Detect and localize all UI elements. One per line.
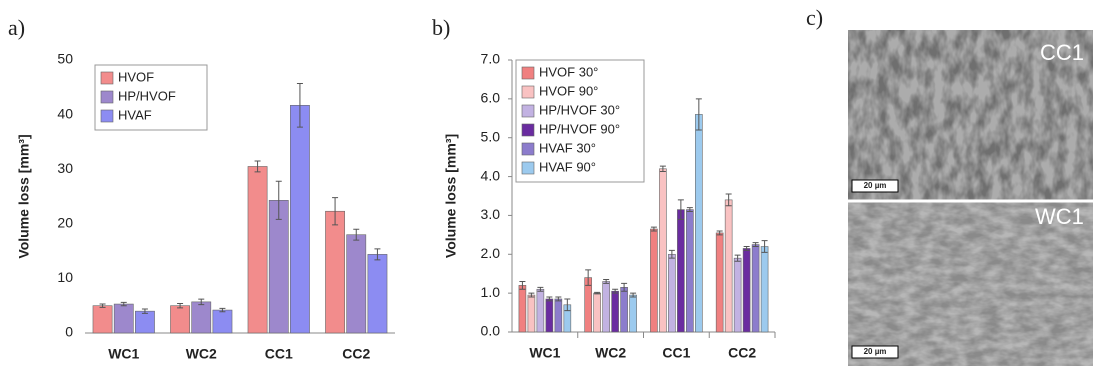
y-tick-label: 40	[57, 105, 73, 121]
legend-swatch	[522, 67, 534, 79]
legend-label: HVAF 90°	[539, 159, 596, 174]
sample-label: CC1	[1040, 40, 1084, 65]
bar	[290, 105, 309, 333]
bar	[368, 254, 387, 333]
legend-label: HVAF 30°	[539, 140, 596, 155]
micrograph: CC1 WC1 20 µm 20 µm c)	[806, 5, 1093, 366]
scale-label: 20 µm	[864, 181, 887, 190]
legend-swatch	[101, 110, 113, 122]
x-tick-label: CC2	[342, 346, 370, 362]
bar	[325, 211, 344, 333]
bar	[93, 306, 112, 333]
bar	[650, 229, 657, 332]
bar	[135, 311, 154, 333]
bar	[761, 247, 768, 332]
y-tick-label: 0.0	[481, 323, 501, 339]
legend-swatch	[522, 124, 534, 136]
x-tick-label: WC2	[186, 346, 217, 362]
scale-label: 20 µm	[864, 347, 887, 356]
bar	[248, 166, 267, 333]
y-tick-label: 3.0	[481, 206, 501, 222]
x-tick-label: WC1	[108, 346, 139, 362]
bar	[519, 285, 526, 332]
bar	[621, 287, 628, 332]
bar	[686, 210, 693, 332]
legend-swatch	[101, 72, 113, 84]
legend-label: HVOF 90°	[539, 83, 598, 98]
panel-label: c)	[806, 5, 823, 30]
bar	[725, 200, 732, 332]
bar	[716, 233, 723, 332]
x-tick-label: WC1	[529, 345, 560, 361]
x-tick-label: CC1	[265, 346, 293, 362]
y-tick-label: 4.0	[481, 167, 501, 183]
bar	[668, 254, 675, 332]
panel-label: b)	[432, 15, 450, 40]
bar	[752, 245, 759, 332]
legend-swatch	[522, 86, 534, 98]
bar	[630, 295, 637, 332]
bar	[734, 258, 741, 332]
y-tick-label: 50	[57, 51, 73, 67]
y-tick-label: 6.0	[481, 90, 501, 106]
y-tick-label: 7.0	[481, 51, 501, 67]
y-axis-label: Volume loss [mm³]	[443, 134, 459, 258]
bar	[594, 293, 601, 332]
legend-label: HVAF	[118, 107, 152, 122]
legend-swatch	[522, 105, 534, 117]
bar	[546, 299, 553, 332]
bar	[555, 299, 562, 332]
legend-swatch	[522, 162, 534, 174]
bar	[347, 235, 366, 333]
bar	[743, 248, 750, 332]
y-tick-label: 10	[57, 269, 73, 285]
bar	[114, 304, 133, 333]
panel-label: a)	[8, 15, 25, 40]
y-tick-label: 20	[57, 215, 73, 231]
legend-label: HP/HVOF	[118, 88, 176, 103]
bar	[170, 306, 189, 333]
legend-swatch	[101, 91, 113, 103]
y-tick-label: 2.0	[481, 245, 501, 261]
legend-label: HVOF 30°	[539, 64, 598, 79]
bar	[659, 169, 666, 332]
bar	[213, 310, 232, 333]
bar	[695, 114, 702, 332]
legend-label: HP/HVOF 90°	[539, 121, 620, 136]
bar	[677, 210, 684, 332]
sample-label: WC1	[1035, 204, 1084, 229]
bar	[603, 281, 610, 332]
y-tick-label: 30	[57, 160, 73, 176]
legend-swatch	[522, 143, 534, 155]
y-tick-label: 5.0	[481, 128, 501, 144]
y-axis-label: Volume loss [mm³]	[16, 134, 32, 258]
x-tick-label: CC2	[728, 345, 756, 361]
y-tick-label: 1.0	[481, 284, 501, 300]
legend-label: HVOF	[118, 69, 154, 84]
figure: CC1 WC1 20 µm 20 µm c) a) Volume loss [mm…	[0, 0, 1093, 366]
x-tick-label: WC2	[595, 345, 626, 361]
y-tick-label: 0	[65, 324, 73, 340]
x-tick-label: CC1	[662, 345, 690, 361]
bar	[192, 302, 211, 333]
bar	[612, 291, 619, 332]
legend-label: HP/HVOF 30°	[539, 102, 620, 117]
bar	[528, 295, 535, 332]
bar	[269, 200, 288, 333]
bar	[537, 289, 544, 332]
